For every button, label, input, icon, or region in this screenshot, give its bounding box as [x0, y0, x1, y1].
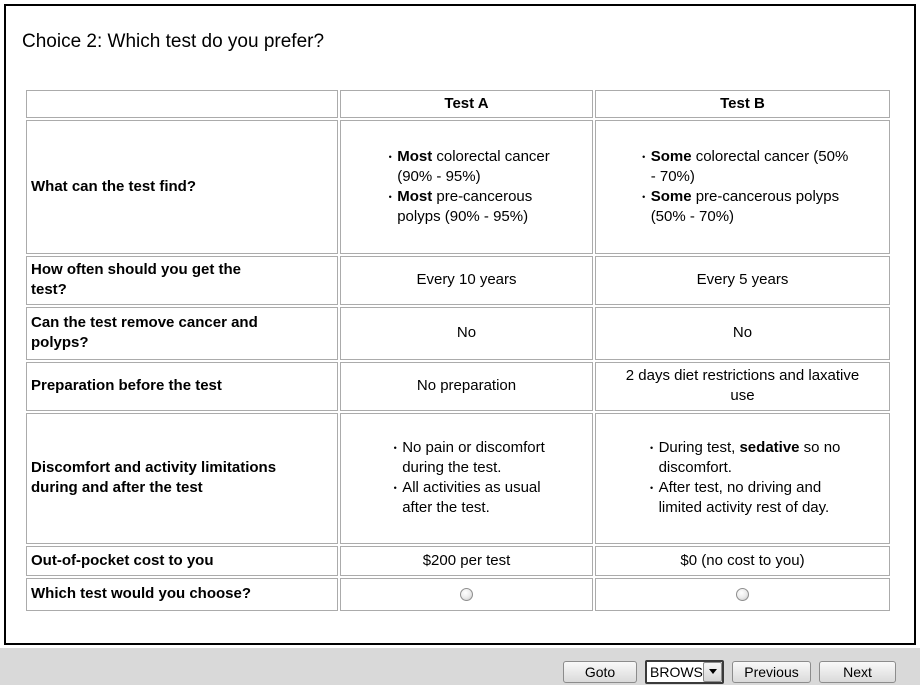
list-item: • After test, no driving and limited act…	[645, 478, 841, 518]
list-item: • During test, sedative so no discomfort…	[645, 438, 841, 478]
row-label-removal: Can the test remove cancer and polyps?	[26, 306, 338, 360]
browser-dropdown[interactable]: BROWS	[645, 659, 724, 684]
header-test-a: Test A	[340, 89, 593, 118]
list-item: • Most pre-cancerous polyps (90% - 95%)	[383, 187, 550, 227]
discomfort-test-b-cell: • During test, sedative so no discomfort…	[595, 412, 890, 544]
list-item-text: No pain or discomfort during the test.	[402, 439, 545, 477]
frequency-test-a-cell: Every 10 years	[340, 255, 593, 305]
list-item-text: After test, no driving and limited activ…	[658, 479, 830, 517]
list-item-text: Most colorectal cancer (90% - 95%)	[397, 147, 550, 185]
choice-test-a-cell	[340, 577, 593, 611]
bullet-icon: •	[650, 443, 654, 454]
list-item-text: Some pre-cancerous polyps (50% - 70%)	[650, 187, 840, 225]
navigation-toolbar: Goto BROWS Previous Next	[0, 648, 920, 685]
cost-test-a-cell: $200 per test	[340, 545, 593, 576]
list-item-text: All activities as usual after the test.	[402, 479, 541, 517]
header-empty-cell	[26, 89, 338, 118]
list-item: • Some pre-cancerous polyps (50% - 70%)	[637, 187, 849, 227]
previous-button[interactable]: Previous	[732, 660, 811, 683]
next-button[interactable]: Next	[819, 660, 896, 683]
bullet-list: • Most colorectal cancer (90% - 95%) • M…	[383, 147, 550, 227]
bullet-list: • Some colorectal cancer (50% - 70%) • S…	[637, 147, 849, 227]
dropdown-selected-value: BROWS	[650, 663, 703, 680]
table-row-frequency: How often should you get the test? Every…	[26, 255, 890, 305]
choice-test-b-cell	[595, 577, 890, 611]
list-item: • All activities as usual after the test…	[388, 478, 545, 518]
test-b-radio[interactable]	[736, 587, 749, 601]
bullet-icon: •	[642, 191, 646, 202]
list-item: • Most colorectal cancer (90% - 95%)	[383, 147, 550, 187]
row-label-find: What can the test find?	[26, 119, 338, 254]
row-label-frequency: How often should you get the test?	[26, 255, 338, 305]
preparation-test-a-cell: No preparation	[340, 361, 593, 411]
list-item-text: Most pre-cancerous polyps (90% - 95%)	[397, 187, 533, 225]
bullet-icon: •	[393, 483, 397, 494]
header-row: Test A Test B	[26, 89, 890, 118]
header-test-b: Test B	[595, 89, 890, 118]
table-row-choice: Which test would you choose?	[26, 577, 890, 611]
bullet-icon: •	[393, 443, 397, 454]
list-item: • No pain or discomfort during the test.	[388, 438, 545, 478]
test-a-radio[interactable]	[460, 587, 473, 601]
survey-panel: Choice 2: Which test do you prefer? Test…	[4, 4, 916, 645]
cost-test-b-cell: $0 (no cost to you)	[595, 545, 890, 576]
list-item: • Some colorectal cancer (50% - 70%)	[637, 147, 849, 187]
frequency-test-b-cell: Every 5 years	[595, 255, 890, 305]
removal-test-a-cell: No	[340, 306, 593, 360]
table-row-find: What can the test find? • Most colorecta…	[26, 119, 890, 254]
removal-test-b-cell: No	[595, 306, 890, 360]
chevron-down-icon	[708, 669, 717, 674]
table-row-cost: Out-of-pocket cost to you $200 per test …	[26, 545, 890, 576]
page-title: Choice 2: Which test do you prefer?	[22, 31, 325, 52]
row-label-discomfort: Discomfort and activity limitations duri…	[26, 412, 338, 544]
discomfort-test-a-cell: • No pain or discomfort during the test.…	[340, 412, 593, 544]
table-row-removal: Can the test remove cancer and polyps? N…	[26, 306, 890, 360]
row-label-choice: Which test would you choose?	[26, 577, 338, 611]
row-label-cost: Out-of-pocket cost to you	[26, 545, 338, 576]
preparation-test-b-cell: 2 days diet restrictions and laxative us…	[595, 361, 890, 411]
table-row-preparation: Preparation before the test No preparati…	[26, 361, 890, 411]
bullet-icon: •	[642, 151, 646, 162]
bullet-list: • No pain or discomfort during the test.…	[388, 438, 545, 518]
row-label-preparation: Preparation before the test	[26, 361, 338, 411]
dropdown-arrow-button[interactable]	[703, 661, 722, 682]
find-test-a-cell: • Most colorectal cancer (90% - 95%) • M…	[340, 119, 593, 254]
bullet-icon: •	[388, 151, 392, 162]
comparison-table: Test A Test B What can the test find? • …	[24, 88, 892, 613]
find-test-b-cell: • Some colorectal cancer (50% - 70%) • S…	[595, 119, 890, 254]
bullet-list: • During test, sedative so no discomfort…	[645, 438, 841, 518]
bullet-icon: •	[388, 191, 392, 202]
list-item-text: During test, sedative so no discomfort.	[658, 439, 841, 477]
bullet-icon: •	[650, 483, 654, 494]
goto-button[interactable]: Goto	[563, 660, 637, 683]
list-item-text: Some colorectal cancer (50% - 70%)	[650, 147, 849, 185]
table-row-discomfort: Discomfort and activity limitations duri…	[26, 412, 890, 544]
